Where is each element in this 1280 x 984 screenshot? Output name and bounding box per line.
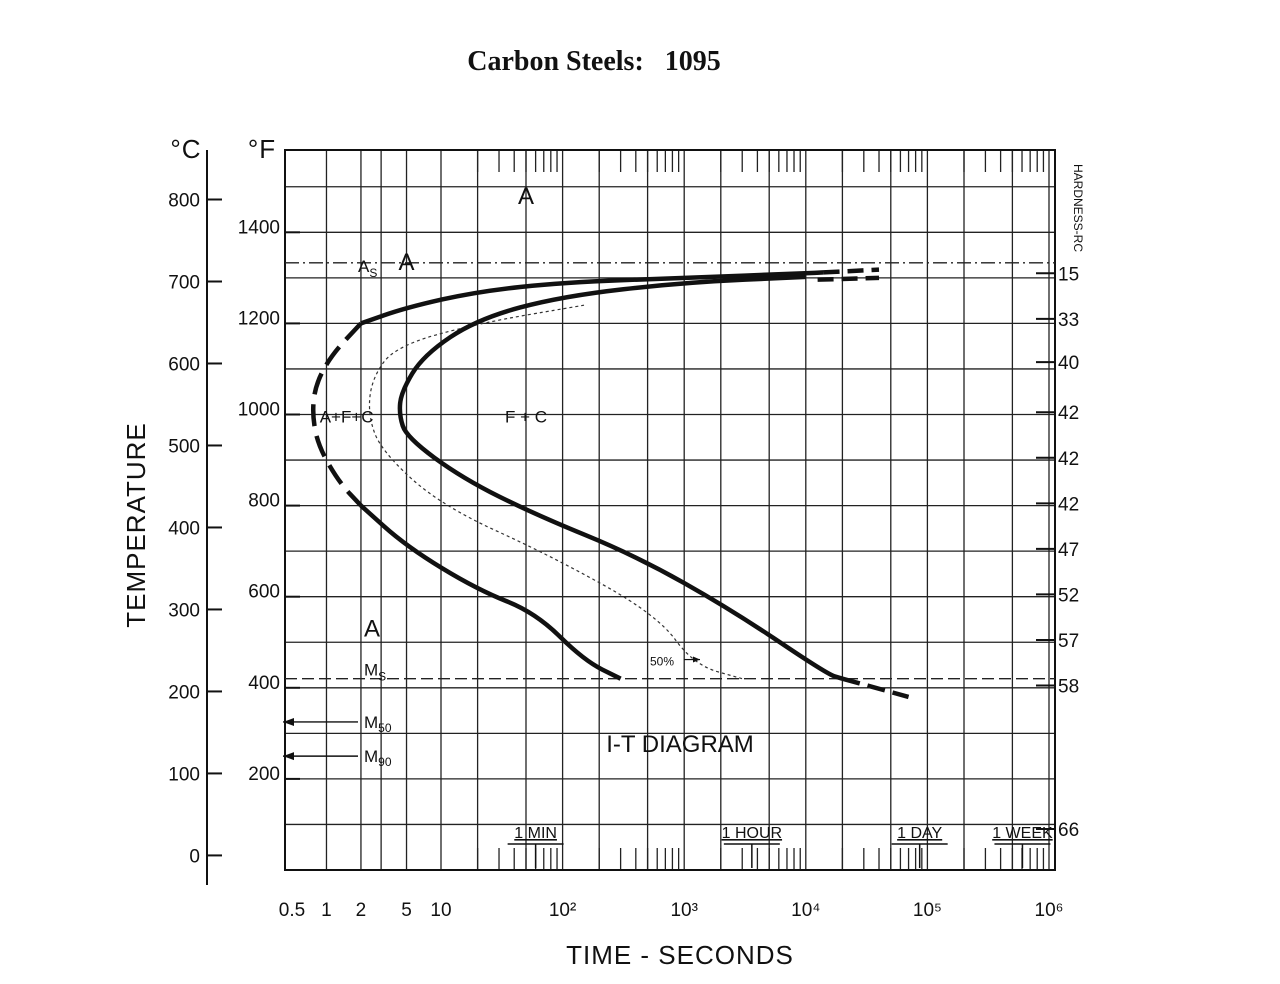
axes-and-marks: 0.5 1 2 5 10 10² 10³ 10⁴ 10⁵ 10⁶20040060080010001… xyxy=(168,134,1079,921)
region-label: A+F+C xyxy=(320,408,374,427)
hardness-value: 42 xyxy=(1058,449,1079,470)
transformation-curves xyxy=(310,267,910,700)
x-tick-label: 5 xyxy=(401,900,412,921)
f-tick-label: 600 xyxy=(248,582,280,603)
f-unit-label: °F xyxy=(248,134,276,164)
x-tick-label: 10⁴ xyxy=(791,900,820,921)
hardness-value: 42 xyxy=(1058,403,1079,424)
hardness-value: 47 xyxy=(1058,540,1079,561)
start-curve-nose-dashed xyxy=(310,321,363,508)
x-tick-label: 2 xyxy=(356,900,367,921)
ms-label: MS xyxy=(364,661,386,684)
x-tick-label: 10² xyxy=(549,900,576,921)
x-tick-label: 10⁶ xyxy=(1035,900,1064,921)
x-tick-label: 0.5 xyxy=(279,900,305,921)
as-label: AS xyxy=(358,257,377,280)
c-tick-label: 100 xyxy=(168,764,200,785)
x-tick-label: 10⁵ xyxy=(913,900,942,921)
arrowhead-icon xyxy=(283,717,294,726)
c-tick-label: 400 xyxy=(168,518,200,539)
region-label: A xyxy=(518,183,534,210)
time-marker-label: 1 MIN xyxy=(514,825,557,842)
c-tick-label: 300 xyxy=(168,600,200,621)
f-tick-label: 200 xyxy=(248,764,280,785)
hardness-value: 42 xyxy=(1058,494,1079,515)
c-tick-label: 0 xyxy=(189,846,200,867)
region-label: A xyxy=(364,616,380,643)
x-tick-label: 1 xyxy=(321,900,332,921)
c-tick-label: 500 xyxy=(168,436,200,457)
diagram-subtitle: I-T DIAGRAM xyxy=(606,731,754,758)
chart-title: Carbon Steels: 1095 xyxy=(467,46,721,77)
annotations: AS MS M50 M90 1 MIN 1 HOUR 1 DAY 1 WEEK A A A+F+C F… xyxy=(320,183,1053,868)
hardness-value: 40 xyxy=(1058,353,1079,374)
hardness-value: 15 xyxy=(1058,264,1079,285)
region-label: A xyxy=(399,249,415,276)
start-curve-dashed-tail xyxy=(823,267,880,275)
y-axis-label: TEMPERATURE xyxy=(121,422,151,628)
martensite-label: M50 xyxy=(364,713,392,735)
c-tick-label: 600 xyxy=(168,354,200,375)
f-tick-label: 1000 xyxy=(238,400,280,421)
end-curve xyxy=(397,274,844,681)
start-curve-upper xyxy=(360,270,824,326)
end-curve-dashed-tail xyxy=(841,676,910,700)
hardness-value: 52 xyxy=(1058,585,1079,606)
f-tick-label: 800 xyxy=(248,491,280,512)
fifty-percent-curve xyxy=(368,304,743,680)
time-marker-label: 1 WEEK xyxy=(992,825,1053,842)
right-axis-label: HARDNESS-RC xyxy=(1071,164,1085,252)
f-tick-label: 400 xyxy=(248,673,280,694)
hardness-value: 33 xyxy=(1058,310,1079,331)
region-label: F + C xyxy=(505,408,547,427)
start-curve-lower xyxy=(359,503,622,681)
c-tick-label: 200 xyxy=(168,682,200,703)
arrowhead-icon xyxy=(693,656,700,663)
martensite-label: M90 xyxy=(364,747,392,769)
fifty-percent-label: 50% xyxy=(650,654,674,668)
hardness-value: 58 xyxy=(1058,677,1079,698)
x-axis-label: TIME - SECONDS xyxy=(566,940,794,970)
end-curve-dashed-top xyxy=(817,275,880,282)
x-tick-label: 10 xyxy=(430,900,451,921)
x-tick-label: 10³ xyxy=(670,900,697,921)
time-marker-label: 1 DAY xyxy=(897,825,942,842)
c-tick-label: 800 xyxy=(168,191,200,212)
c-unit-label: °C xyxy=(170,134,201,164)
f-tick-label: 1400 xyxy=(238,217,280,238)
hardness-value: 57 xyxy=(1058,631,1079,652)
c-tick-label: 700 xyxy=(168,272,200,293)
hardness-value: 66 xyxy=(1058,820,1079,841)
arrowhead-icon xyxy=(283,752,294,761)
time-marker-label: 1 HOUR xyxy=(722,825,782,842)
f-tick-label: 1200 xyxy=(238,308,280,329)
